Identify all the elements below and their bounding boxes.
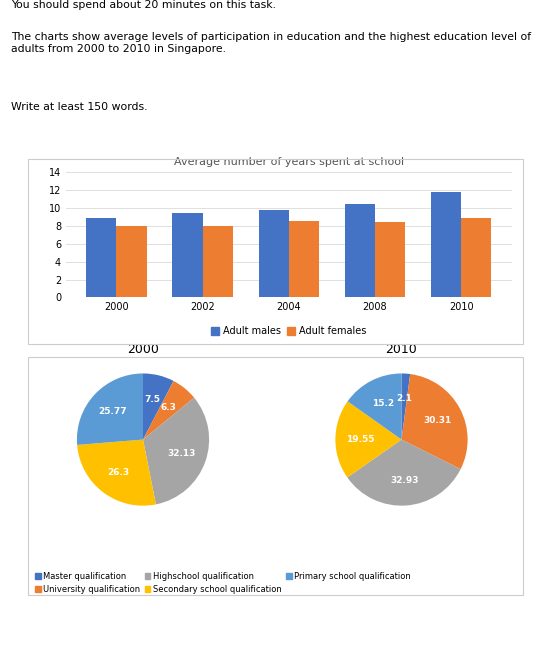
- Wedge shape: [77, 373, 143, 445]
- Text: 32.13: 32.13: [167, 449, 196, 458]
- Text: 25.77: 25.77: [98, 407, 127, 416]
- Text: The charts show average levels of participation in education and the highest edu: The charts show average levels of partic…: [11, 32, 531, 54]
- Text: 30.31: 30.31: [424, 416, 452, 425]
- Wedge shape: [348, 373, 402, 440]
- Title: 2010: 2010: [386, 343, 417, 356]
- Wedge shape: [143, 373, 174, 440]
- Text: 15.2: 15.2: [372, 399, 394, 408]
- Bar: [86, 217, 117, 297]
- Bar: [289, 221, 319, 297]
- Text: 6.3: 6.3: [161, 403, 177, 412]
- Wedge shape: [143, 398, 209, 504]
- Text: Write at least 150 words.: Write at least 150 words.: [11, 102, 147, 112]
- Bar: [202, 225, 233, 297]
- Legend: Master qualification, University qualification, Highschool qualification, Second: Master qualification, University qualifi…: [32, 568, 414, 598]
- Wedge shape: [77, 440, 156, 506]
- Title: 2000: 2000: [127, 343, 159, 356]
- Title: Average number of years spent at school: Average number of years spent at school: [174, 157, 404, 167]
- Bar: [431, 192, 461, 297]
- Bar: [172, 213, 202, 297]
- Wedge shape: [336, 401, 402, 477]
- Wedge shape: [348, 440, 460, 506]
- Text: 26.3: 26.3: [107, 468, 129, 477]
- Text: 32.93: 32.93: [390, 476, 419, 485]
- Text: 19.55: 19.55: [346, 435, 375, 444]
- Bar: [117, 225, 146, 297]
- Bar: [461, 217, 491, 297]
- Bar: [258, 210, 289, 297]
- Bar: [345, 204, 375, 297]
- Wedge shape: [402, 373, 410, 440]
- Text: 2.1: 2.1: [396, 394, 412, 403]
- Wedge shape: [143, 381, 194, 440]
- Text: You should spend about 20 minutes on this task.: You should spend about 20 minutes on thi…: [11, 0, 276, 10]
- Wedge shape: [402, 374, 468, 469]
- Text: 7.5: 7.5: [145, 395, 161, 405]
- Bar: [375, 222, 405, 297]
- Legend: Adult males, Adult females: Adult males, Adult females: [207, 323, 370, 340]
